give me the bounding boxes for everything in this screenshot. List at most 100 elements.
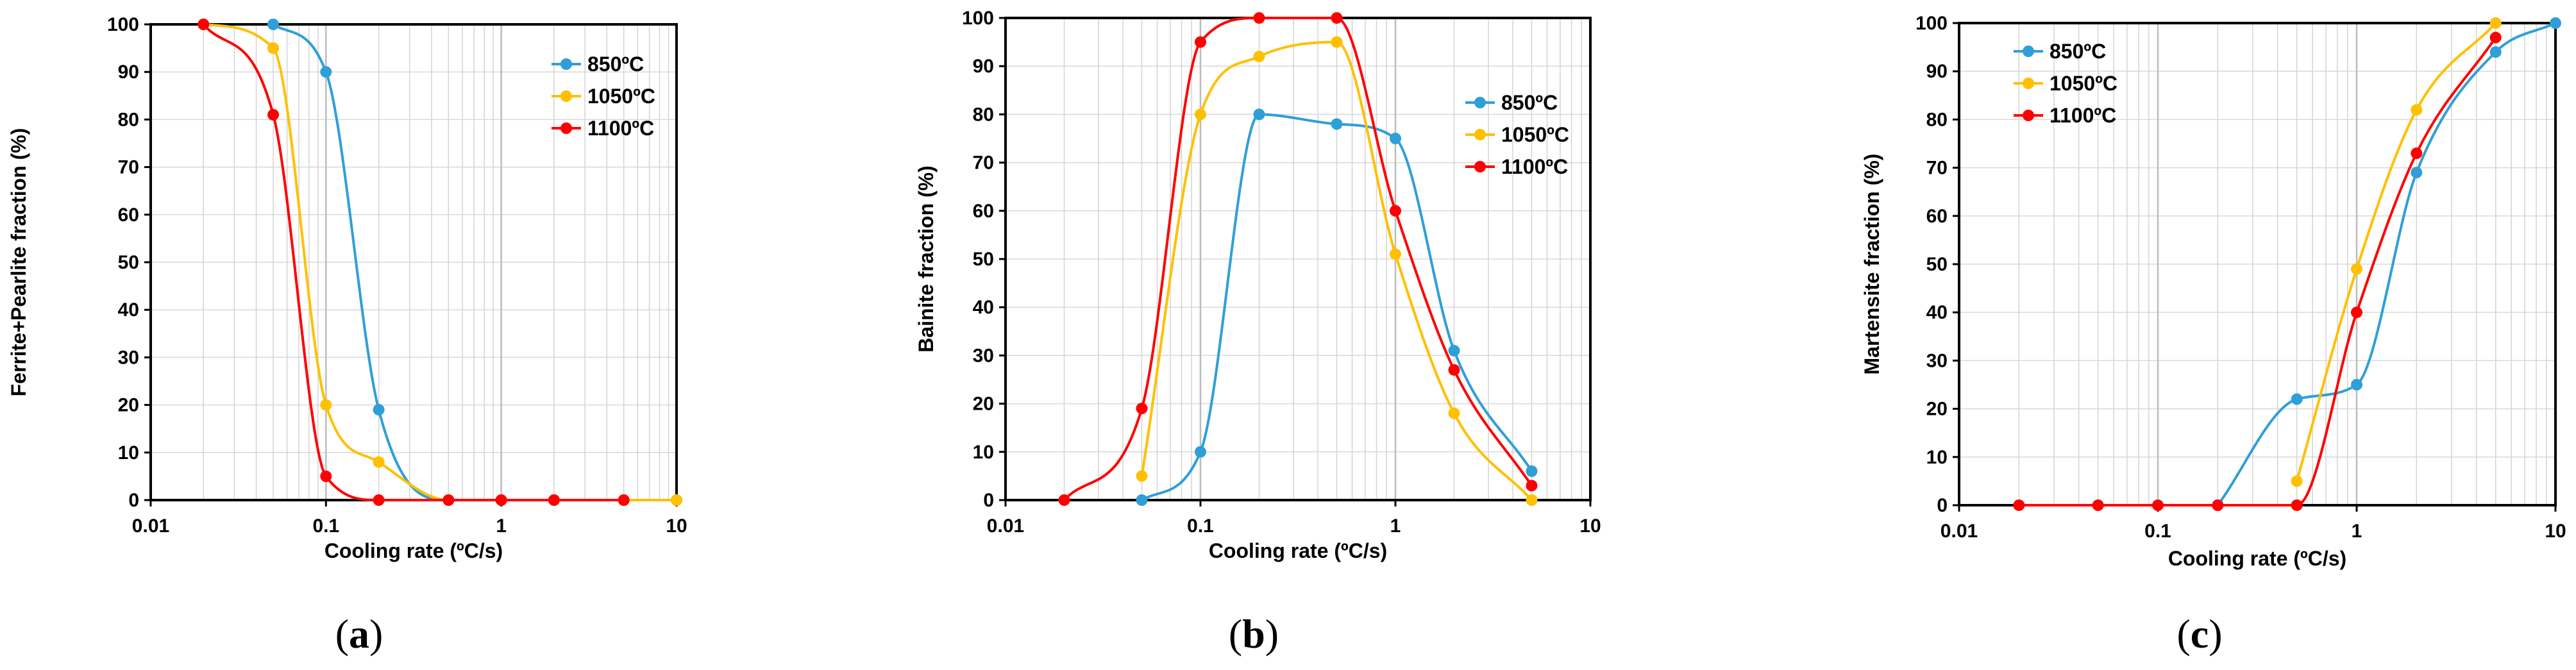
data-point	[442, 494, 455, 506]
y-tick-label: 30	[1926, 350, 1948, 371]
y-axis-label: Ferrite+Pearlite fraction (%)	[7, 128, 30, 397]
y-tick-label: 70	[1926, 158, 1948, 179]
panel-a: 0 10 20 30 40 50 60 70 80 90 100 0.01 0.1 1 10 Cooling …	[7, 14, 687, 657]
data-point	[671, 494, 682, 506]
legend-item: 1050ºC	[551, 85, 655, 108]
data-point	[495, 494, 507, 506]
y-tick-label: 90	[1926, 61, 1948, 82]
legend-item: 850ºC	[551, 53, 644, 76]
data-point	[320, 399, 332, 411]
y-tick-label: 60	[1926, 206, 1948, 227]
grid	[1006, 18, 1590, 500]
x-tick-label: 10	[1579, 515, 1601, 537]
data-point	[1253, 51, 1265, 63]
data-point	[1136, 403, 1148, 415]
legend-label: 1100ºC	[1501, 155, 1568, 178]
y-tick-label: 50	[973, 249, 994, 270]
legend-item: 1050ºC	[1465, 123, 1569, 146]
data-point	[320, 470, 332, 482]
series-1100ºC	[1058, 12, 1538, 506]
y-tick-label: 80	[973, 104, 994, 125]
data-point	[373, 404, 385, 416]
y-tick-label: 10	[973, 442, 994, 463]
y-tick-label: 100	[107, 14, 139, 35]
y-tick-label: 30	[973, 345, 994, 366]
y-tick-label: 20	[118, 395, 139, 416]
caption-part: (	[335, 611, 349, 657]
y-tick-label: 80	[1926, 109, 1948, 130]
y-tick-label: 20	[1926, 399, 1948, 420]
caption-part: )	[369, 611, 383, 657]
y-axis-label: Martensite fraction (%)	[1860, 154, 1883, 375]
x-tick-label: 10	[666, 515, 687, 537]
y-tick-label: 40	[973, 297, 994, 318]
data-point	[1195, 36, 1206, 48]
x-tick-label: 0.01	[987, 515, 1024, 537]
legend-label: 1100ºC	[2050, 104, 2116, 127]
caption-part: (	[2176, 611, 2190, 657]
x-axis-label: Cooling rate (ºC/s)	[2168, 547, 2346, 570]
legend-label: 850ºC	[1501, 91, 1558, 114]
data-point	[2411, 104, 2423, 116]
y-tick-label: 50	[118, 252, 139, 273]
data-point	[2550, 17, 2561, 29]
legend-label: 1050ºC	[1501, 123, 1569, 146]
legend-label: 1100ºC	[587, 117, 654, 140]
data-point	[1448, 364, 1460, 376]
caption-part: b	[1242, 611, 1265, 657]
x-tick-label: 1	[1390, 515, 1401, 537]
legend-item: 850ºC	[2014, 40, 2106, 63]
x-tick-label: 0.1	[312, 515, 339, 537]
data-point	[267, 42, 280, 54]
legend-marker	[1474, 129, 1486, 140]
x-axis-label: Cooling rate (ºC/s)	[324, 539, 503, 562]
panel-c: 0 10 20 30 40 50 60 70 80 90 100 0.01 0.1 1 10 Cooling …	[1860, 13, 2566, 657]
series-1050ºC	[1136, 36, 1538, 506]
data-point	[267, 19, 280, 30]
panel-caption: (a)	[335, 611, 383, 657]
y-tick-label: 10	[1926, 447, 1948, 468]
y-tick-label: 40	[118, 299, 139, 321]
data-point	[548, 494, 560, 506]
series-1100ºC	[198, 19, 630, 506]
legend-item: 1100ºC	[1465, 155, 1568, 178]
y-tick-label: 40	[1926, 302, 1948, 323]
data-point	[373, 456, 385, 468]
data-point	[2291, 499, 2303, 511]
legend-item: 1050ºC	[2014, 72, 2117, 95]
data-point	[2489, 17, 2502, 29]
data-point	[1390, 133, 1401, 144]
panel-caption: (c)	[2176, 611, 2222, 657]
data-point	[2489, 31, 2502, 44]
data-point	[1058, 494, 1070, 506]
y-tick-label: 70	[118, 157, 139, 178]
legend-marker	[2023, 110, 2034, 121]
legend-label: 850ºC	[2050, 40, 2106, 63]
y-tick-label: 0	[128, 490, 139, 511]
y-tick-label: 70	[973, 153, 994, 174]
data-point	[1253, 108, 1265, 121]
panel-b: 0 10 20 30 40 50 60 70 80 90 100 0.01 0.1 1 10 Cooling …	[914, 8, 1601, 657]
y-tick-label: 30	[118, 347, 139, 368]
data-point	[320, 66, 332, 78]
legend-marker	[560, 58, 572, 70]
series-850ºC	[1136, 108, 1538, 506]
data-point	[1331, 12, 1343, 24]
data-point	[1390, 248, 1401, 260]
legend: 850ºC 1050ºC 1100ºC	[551, 53, 655, 140]
caption-part: c	[2191, 611, 2209, 657]
series-1100ºC	[2013, 31, 2502, 511]
data-point	[2291, 393, 2303, 405]
data-point	[2092, 499, 2104, 511]
data-point	[1195, 446, 1206, 458]
panel-caption: (b)	[1229, 611, 1279, 657]
data-point	[2351, 306, 2362, 319]
data-point	[1448, 344, 1460, 356]
data-point	[1526, 480, 1538, 492]
y-tick-label: 100	[962, 8, 994, 29]
data-point	[2351, 379, 2362, 390]
caption-part: )	[2209, 611, 2222, 657]
y-tick-label: 90	[118, 62, 139, 83]
grid	[1959, 23, 2555, 505]
